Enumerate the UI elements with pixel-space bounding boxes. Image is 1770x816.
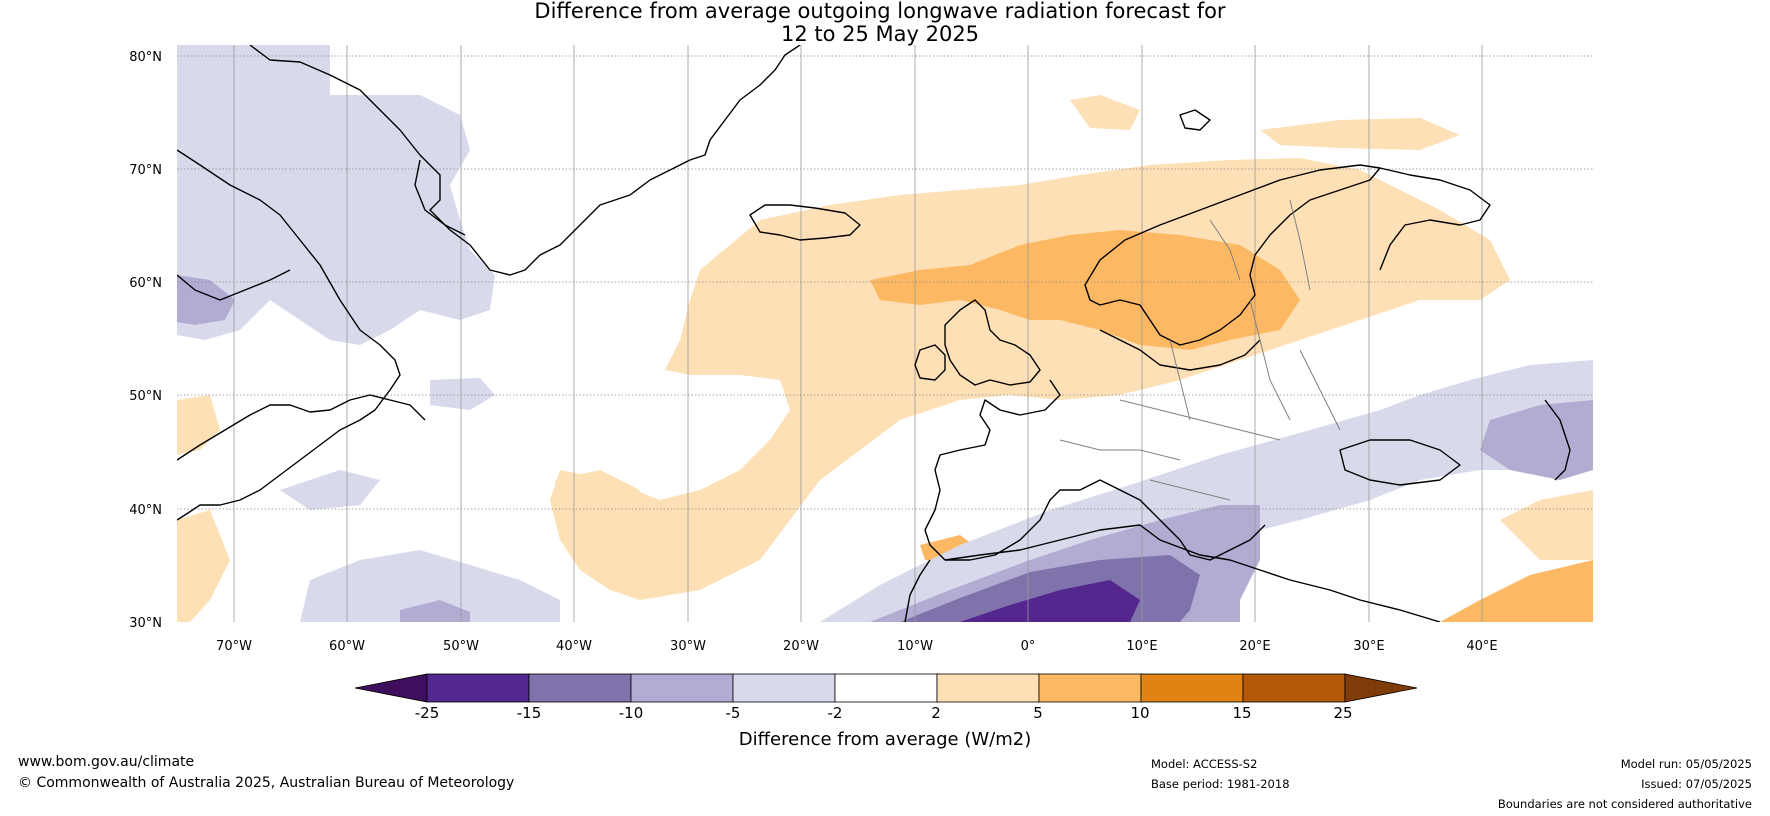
coastline-europe-west: [924, 379, 1266, 561]
lon-label-40e: 40°E: [1466, 639, 1497, 654]
website-link[interactable]: www.bom.gov.au/climate: [18, 754, 195, 770]
coastline-caspian: [1544, 399, 1571, 481]
lat-label-50n: 50°N: [129, 389, 162, 404]
colorbar-bin: [1140, 673, 1244, 703]
disclaimer-text: Boundaries are not considered authoritat…: [1497, 797, 1752, 811]
colorbar-tick: 5: [1033, 704, 1043, 722]
lon-label-30w: 30°W: [670, 639, 706, 654]
colorbar-tick: 10: [1130, 704, 1149, 722]
colorbar-extend-low: [354, 673, 428, 703]
colorbar-tick: -10: [619, 704, 644, 722]
coastline-svalbard: [1179, 109, 1211, 131]
lon-label-10e: 10°E: [1126, 639, 1157, 654]
lon-label-30e: 30°E: [1353, 639, 1384, 654]
anomaly-region-pos-light-southwest-lower: [177, 510, 230, 622]
lon-label-10w: 10°W: [897, 639, 933, 654]
anomaly-region-pos-light-east-atlantic: [555, 470, 640, 540]
anomaly-region-neg-light-west-atlantic: [280, 470, 380, 510]
coastline-iceland: [749, 204, 861, 241]
anomaly-region-pos-mid-southeast: [1440, 560, 1593, 622]
anomaly-region-neg-mid-east: [1480, 400, 1593, 480]
coastline-scandinavia: [1084, 164, 1381, 346]
longitude-labels: 70°W 60°W 50°W 40°W 30°W 20°W 10°W 0° 10…: [216, 639, 1498, 654]
lon-label-20e: 20°E: [1239, 639, 1270, 654]
coastline-black-sea: [1339, 439, 1461, 486]
coastline-hudson: [177, 269, 291, 301]
lon-label-0: 0°: [1021, 639, 1036, 654]
coastline-uk: [944, 299, 1041, 386]
latitude-labels: 80°N 70°N 60°N 50°N 40°N 30°N: [129, 50, 162, 631]
lon-label-40w: 40°W: [556, 639, 592, 654]
colorbar-bin: [426, 673, 530, 703]
lon-label-70w: 70°W: [216, 639, 252, 654]
colorbar-bin: [936, 673, 1040, 703]
colorbar-bin: [1242, 673, 1346, 703]
coastline-greenland: [249, 45, 801, 276]
coastlines: [177, 45, 1571, 622]
colorbar-bin: [834, 673, 938, 703]
lat-label-40n: 40°N: [129, 503, 162, 518]
colorbar-tick: -15: [517, 704, 542, 722]
colorbar-tick: 2: [931, 704, 941, 722]
lon-label-50w: 50°W: [443, 639, 479, 654]
anomaly-region-pos-light-southeast: [1500, 490, 1593, 560]
lon-label-60w: 60°W: [329, 639, 365, 654]
map-area: [177, 45, 1593, 622]
copyright-text: © Commonwealth of Australia 2025, Austra…: [18, 775, 515, 791]
anomaly-region-neg-extreme-north-africa: [960, 580, 1140, 622]
coastline-north-africa: [904, 524, 1441, 622]
lat-label-30n: 30°N: [129, 616, 162, 631]
colorbar-tick: 25: [1333, 704, 1352, 722]
gridlines: [177, 55, 1593, 510]
lat-label-70n: 70°N: [129, 163, 162, 178]
model-text: Model: ACCESS-S2: [1151, 757, 1258, 771]
colorbar-extend-high: [1344, 673, 1418, 703]
anomaly-region-neg-light-labrador-sea: [430, 378, 495, 410]
anomaly-region-neg-mid-southwest: [400, 600, 470, 622]
anomaly-shading: [177, 45, 1593, 622]
anomaly-region-neg-light-southwest: [300, 550, 560, 622]
anomaly-region-pos-light-north-1: [1070, 95, 1140, 130]
colorbar-tick: -25: [415, 704, 440, 722]
model-run-text: Model run: 05/05/2025: [1620, 757, 1752, 771]
anomaly-region-neg-light-hudson: [177, 150, 300, 280]
colorbar-tick-labels: -25 -15 -10 -5 -2 2 5 10 15 25: [415, 704, 1353, 722]
colorbar: [354, 673, 1418, 703]
colorbar-title: Difference from average (W/m2): [739, 729, 1031, 750]
colorbar-tick: -2: [828, 704, 843, 722]
coastline-baffin: [177, 149, 401, 521]
colorbar-bin: [528, 673, 632, 703]
base-period-text: Base period: 1981-2018: [1151, 777, 1290, 791]
anomaly-region-pos-mid-scandinavia: [870, 230, 1300, 350]
colorbar-tick: -5: [726, 704, 741, 722]
country-borders: [1059, 199, 1341, 501]
map-title: Difference from average outgoing longwav…: [534, 0, 1226, 23]
anomaly-region-pos-light-north-2: [1260, 118, 1460, 150]
colorbar-bin: [1038, 673, 1142, 703]
lat-label-60n: 60°N: [129, 276, 162, 291]
map-subtitle: 12 to 25 May 2025: [780, 22, 980, 46]
issued-text: Issued: 07/05/2025: [1641, 777, 1752, 791]
coastline-baltic: [1099, 329, 1261, 371]
lon-label-20w: 20°W: [783, 639, 819, 654]
colorbar-bin: [630, 673, 734, 703]
colorbar-tick: 15: [1232, 704, 1251, 722]
coastline-ireland: [914, 344, 946, 381]
colorbar-bin: [732, 673, 836, 703]
coastline-greenland-west: [414, 159, 466, 236]
coastline-canada-east: [177, 394, 426, 461]
coastline-kola: [1379, 167, 1491, 271]
anomaly-region-neg-light-mediterranean: [820, 360, 1593, 622]
lat-label-80n: 80°N: [129, 50, 162, 65]
